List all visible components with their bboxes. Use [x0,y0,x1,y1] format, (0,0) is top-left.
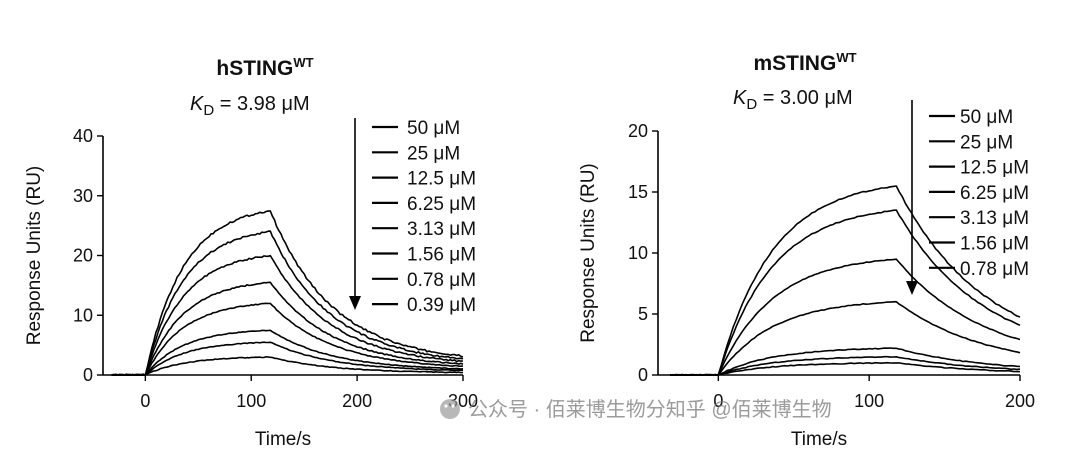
kd-annotation: KD = 3.98 μM [190,93,310,119]
y-tick-label: 40 [73,126,93,146]
series-curve-1-56Mum [111,329,464,376]
series-curve-1-56Mum [670,355,1021,376]
series-curve-3-13Mum [111,302,464,376]
series-curve-25Mum [670,209,1021,376]
legend-label: 1.56 μM [960,234,1029,255]
series-curve-6-25Mum [111,281,464,376]
legend-label: 1.56 μM [407,245,476,266]
wechat-icon [440,399,460,419]
x-tick-label: 100 [854,391,884,411]
series-curve-0-78Mum [111,341,464,376]
legend-label: 25 μM [960,132,1013,153]
series-curve-6-25Mum [670,300,1021,376]
y-tick-label: 20 [628,121,648,141]
series-curve-50Mum [111,210,464,376]
y-axis-label: Response Units (RU) [24,166,45,346]
wechat-icon-eye-left [444,404,448,408]
series-curve-0-78Mum [670,361,1021,376]
x-tick-label: 0 [140,391,150,411]
y-tick-label: 10 [73,305,93,325]
legend-label: 0.78 μM [960,259,1029,280]
kd-value: = 3.98 μM [214,93,309,115]
series-curve-25Mum [111,230,464,376]
legend-label: 50 μM [960,107,1013,128]
y-tick-label: 15 [628,182,648,202]
chart-title-main: hSTING [216,57,293,80]
x-tick-label: 200 [1005,391,1035,411]
y-tick-label: 30 [73,186,93,206]
chart-title-main: mSTING [753,52,836,75]
chart-title-superscript: WT [836,50,856,65]
legend-label: 6.25 μM [407,194,476,215]
chart-title: hSTINGWT [216,55,313,80]
legend-label: 12.5 μM [960,158,1029,179]
chart-title-superscript: WT [293,55,313,70]
legend-label: 25 μM [407,143,460,164]
y-tick-label: 10 [628,243,648,263]
legend-label: 6.25 μM [960,183,1029,204]
legend-label: 12.5 μM [407,169,476,190]
kd-annotation: KD = 3.00 μM [733,87,853,113]
x-tick-label: 200 [342,391,372,411]
kd-value: = 3.00 μM [757,87,852,109]
kd-symbol: K [733,87,748,109]
y-tick-label: 5 [638,304,648,324]
concentration-arrow-head [349,296,361,310]
legend-label: 3.13 μM [960,208,1029,229]
series-curve-50Mum [670,185,1021,376]
legend-label: 0.78 μM [407,270,476,291]
y-tick-label: 0 [638,365,648,385]
y-tick-label: 0 [83,365,93,385]
watermark-text: 公众号 · 佰莱博生物分知乎 @佰莱博生物 [468,398,832,421]
kd-subscript: D [203,102,214,119]
wechat-icon-eye-right [451,404,455,408]
watermark: 公众号 · 佰莱博生物分知乎 @佰莱博生物 [440,398,832,421]
x-axis-label: Time/s [791,429,847,450]
kd-symbol: K [190,93,205,115]
series-curve-12-5Mum [670,258,1021,376]
x-axis-label: Time/s [255,429,311,450]
legend-label: 50 μM [407,118,460,139]
concentration-arrow-head [906,281,918,295]
legend-label: 3.13 μM [407,219,476,240]
x-tick-label: 100 [236,391,266,411]
series-curve-0-39Mum [111,356,464,376]
legend-label: 0.39 μM [407,295,476,316]
y-axis-label: Response Units (RU) [578,163,599,343]
y-tick-label: 20 [73,246,93,266]
series-curve-3-13Mum [670,347,1021,376]
x-tick-label: 0 [713,391,723,411]
chart-title: mSTINGWT [753,50,856,75]
kd-subscript: D [746,96,757,113]
series-curve-12-5Mum [111,254,464,376]
